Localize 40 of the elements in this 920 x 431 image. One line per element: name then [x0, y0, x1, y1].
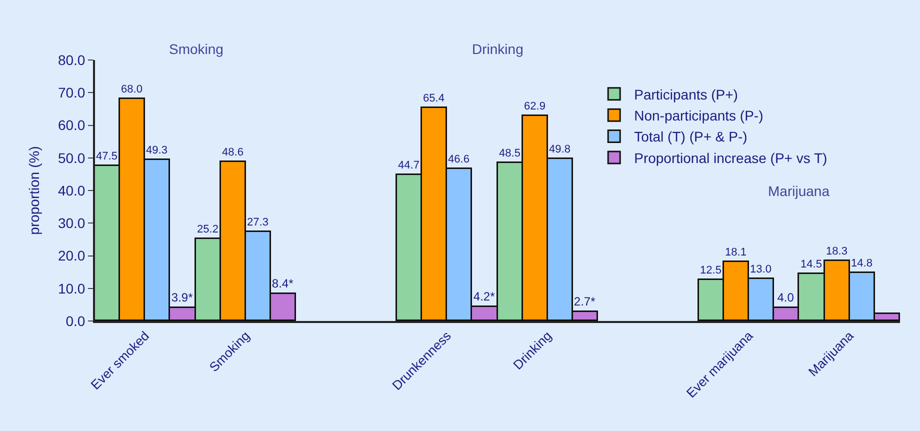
legend-label: Participants (P+)	[634, 86, 738, 102]
data-label: 48.5	[499, 147, 520, 160]
data-label: 27.3	[247, 216, 268, 228]
text: Smoking	[169, 41, 224, 57]
y-tick-label: 40.0	[58, 182, 86, 198]
data-label: 25.2	[197, 223, 218, 236]
data-label: 44.7	[398, 159, 420, 172]
data-label: 18.3	[826, 245, 848, 258]
legend-label: Non-participants (P-)	[634, 108, 764, 124]
legend-label: Total (T) (P+ & P-)	[634, 128, 748, 145]
data-label: 49.8	[549, 143, 570, 156]
data-label: 65.4	[423, 92, 444, 104]
y-tick-label: 0.0	[66, 312, 86, 329]
data-label: 2.7*	[574, 294, 596, 308]
data-label: 12.5	[700, 264, 722, 276]
data-label: 18.1	[725, 246, 746, 258]
y-tick-label: 80.0	[58, 52, 86, 68]
text: Drinking	[472, 41, 524, 57]
y-tick-label: 60.0	[58, 117, 86, 134]
data-label: 48.6	[222, 146, 244, 158]
data-label: 4.0	[777, 290, 794, 304]
data-label: 47.5	[96, 150, 118, 162]
data-label: 14.8	[851, 257, 872, 270]
data-label: 8.4*	[272, 276, 294, 290]
data-label: 14.5	[800, 258, 822, 270]
legend-label: Proportional increase (P+ vs T)	[634, 150, 828, 166]
data-label: 13.0	[750, 263, 772, 276]
y-tick-label: 20.0	[58, 248, 86, 264]
data-label: 62.9	[524, 100, 546, 112]
y-tick-label: 50.0	[58, 150, 86, 166]
data-label: 68.0	[121, 83, 142, 96]
data-label: 3.9*	[171, 290, 194, 304]
y-tick-label: 30.0	[58, 215, 86, 232]
y-axis-title: proportion (%)	[26, 146, 42, 235]
y-tick-label: 10.0	[58, 280, 86, 296]
data-label: 4.2*	[473, 289, 496, 304]
annotation: Marijuana	[768, 183, 830, 199]
y-tick-label: 70.0	[58, 84, 86, 101]
data-label: 46.6	[448, 153, 470, 166]
data-label: 49.3	[146, 144, 168, 156]
